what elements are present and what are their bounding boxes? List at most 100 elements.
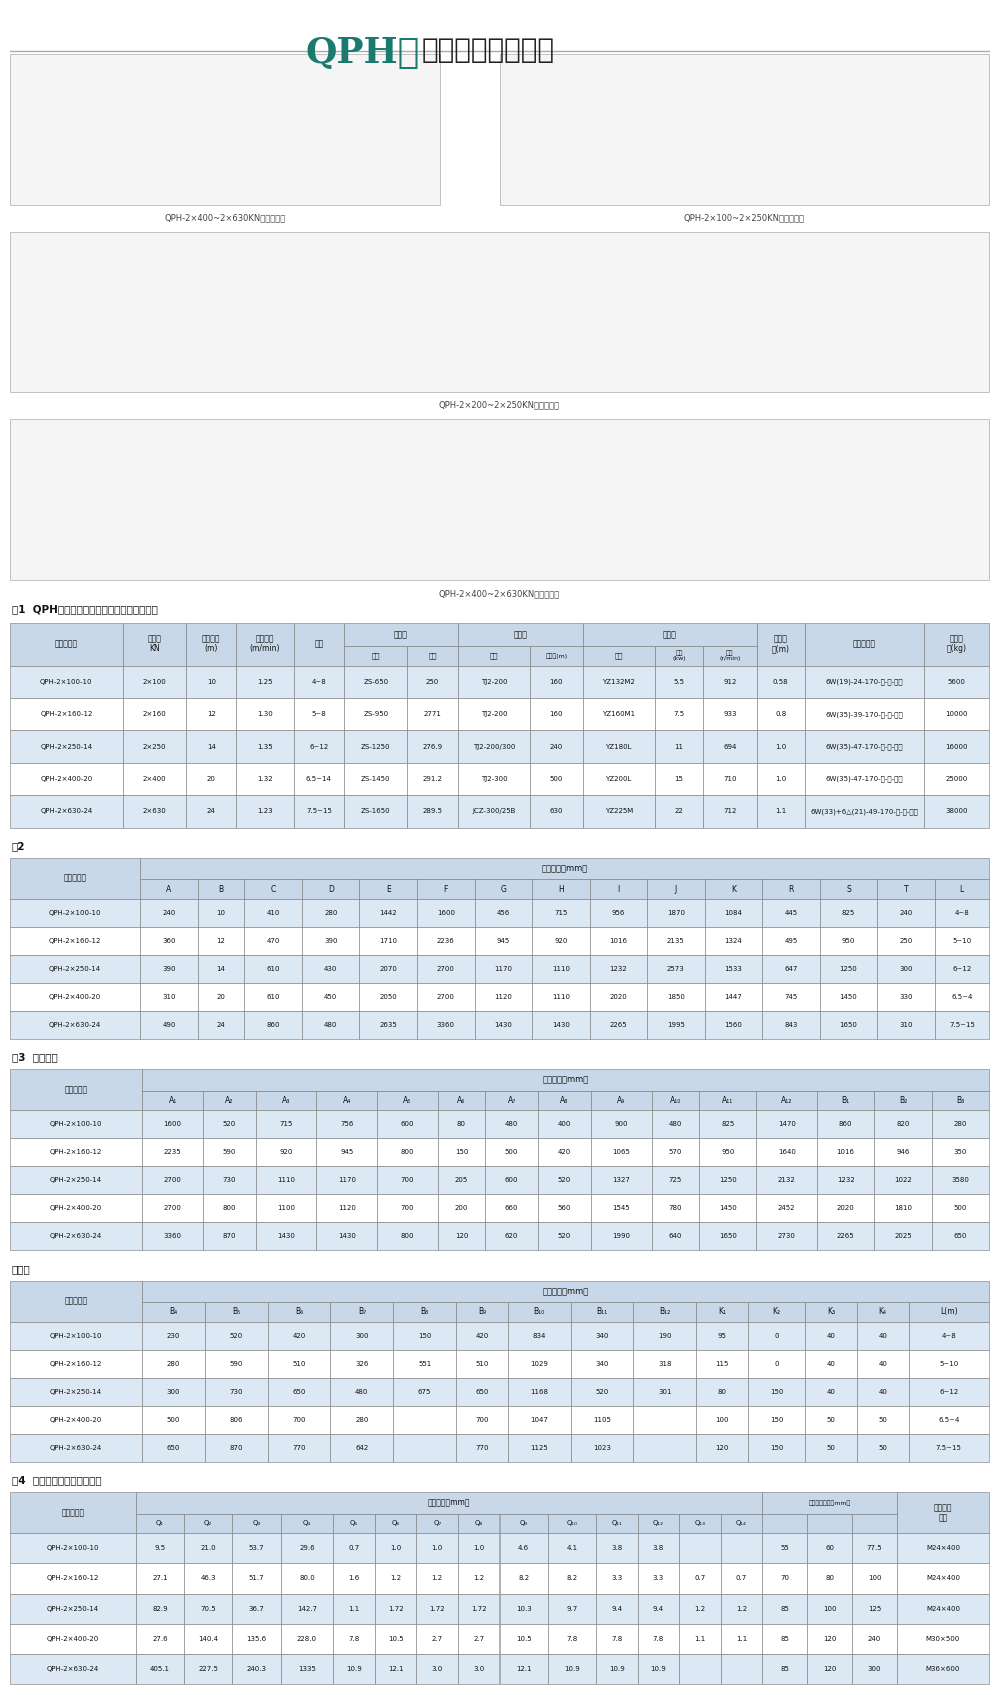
Bar [756, 698, 805, 731]
Text: 745: 745 [784, 993, 797, 1000]
Bar [500, 1534, 547, 1563]
Bar [394, 1322, 456, 1349]
Text: 1600: 1600 [164, 1122, 182, 1127]
Bar [699, 1139, 756, 1166]
Bar [591, 1195, 651, 1222]
Text: 1560: 1560 [724, 1022, 742, 1027]
Bar [935, 927, 989, 954]
Bar [762, 898, 820, 927]
Bar [456, 1349, 507, 1378]
Text: 2×100: 2×100 [143, 680, 166, 685]
Bar [500, 1654, 547, 1685]
Bar [507, 1405, 570, 1434]
Text: 14: 14 [207, 744, 216, 749]
Bar [10, 1534, 136, 1563]
Text: 7.8: 7.8 [566, 1636, 577, 1642]
Bar [909, 1302, 989, 1322]
Text: 啟門速度
(m/min): 啟門速度 (m/min) [250, 634, 281, 654]
Text: 912: 912 [723, 680, 736, 685]
Bar [500, 1514, 547, 1534]
Bar [203, 1139, 256, 1166]
Text: 228.0: 228.0 [297, 1636, 317, 1642]
Bar [852, 1534, 897, 1563]
Text: 6.5~4: 6.5~4 [951, 993, 973, 1000]
Bar [582, 731, 655, 763]
Text: B₁: B₁ [841, 1097, 850, 1105]
Bar [334, 1593, 375, 1624]
Bar [184, 1514, 233, 1534]
Bar [375, 1654, 417, 1685]
Bar [582, 698, 655, 731]
Bar [877, 1010, 935, 1039]
Text: 1.72: 1.72 [471, 1605, 487, 1612]
Text: 1110: 1110 [551, 993, 569, 1000]
Bar [302, 927, 360, 954]
Bar [589, 898, 647, 927]
Text: 2573: 2573 [667, 966, 684, 971]
Bar [233, 1654, 281, 1685]
Text: E: E [386, 885, 391, 893]
Bar [897, 1624, 989, 1654]
Text: 1016: 1016 [837, 1149, 855, 1156]
Text: 40: 40 [878, 1388, 887, 1395]
Text: 1250: 1250 [719, 1178, 736, 1183]
Text: 480: 480 [504, 1122, 518, 1127]
Bar [582, 646, 655, 666]
Bar [679, 1534, 720, 1563]
Text: 1447: 1447 [724, 993, 742, 1000]
Text: 8.2: 8.2 [518, 1575, 529, 1581]
Bar [360, 1010, 417, 1039]
Text: 啟閉機型號: 啟閉機型號 [65, 1085, 88, 1095]
Text: Q₁₀: Q₁₀ [566, 1520, 577, 1527]
Text: 150: 150 [418, 1332, 432, 1339]
Text: 300: 300 [868, 1666, 881, 1671]
Bar [10, 419, 989, 580]
Text: TJ2-200: TJ2-200 [481, 712, 507, 717]
Bar [438, 1222, 486, 1251]
Text: 142.7: 142.7 [297, 1605, 317, 1612]
Bar [10, 898, 140, 927]
Text: 46.3: 46.3 [201, 1575, 216, 1581]
Text: 1545: 1545 [612, 1205, 630, 1212]
Text: 2700: 2700 [164, 1178, 182, 1183]
Text: 82.9: 82.9 [152, 1605, 168, 1612]
Bar [897, 1563, 989, 1593]
Text: 490: 490 [162, 1022, 176, 1027]
Bar [486, 1110, 538, 1139]
Bar [136, 1654, 184, 1685]
Text: 326: 326 [356, 1361, 369, 1366]
Text: 4~8: 4~8 [941, 1332, 956, 1339]
Bar [547, 1534, 596, 1563]
Bar [344, 666, 408, 698]
Bar [704, 1010, 762, 1039]
Bar [633, 1378, 696, 1405]
Text: 289.5: 289.5 [423, 809, 443, 814]
Text: 450: 450 [324, 993, 338, 1000]
Text: 115: 115 [715, 1361, 728, 1366]
Bar [456, 1434, 507, 1463]
Text: 950: 950 [842, 937, 855, 944]
Text: 70: 70 [780, 1575, 789, 1581]
Text: 2635: 2635 [380, 1022, 398, 1027]
Bar [184, 1624, 233, 1654]
Text: 15: 15 [674, 776, 683, 781]
Text: 1430: 1430 [278, 1234, 295, 1239]
Text: 360: 360 [162, 937, 176, 944]
Bar [198, 1010, 245, 1039]
Text: 120: 120 [823, 1666, 836, 1671]
Bar [756, 795, 805, 827]
Text: 50: 50 [878, 1417, 887, 1422]
Bar [205, 1302, 268, 1322]
Bar [500, 1563, 547, 1593]
Bar [136, 1593, 184, 1624]
Bar [507, 1378, 570, 1405]
Text: 280: 280 [356, 1417, 369, 1422]
Text: F: F [444, 885, 448, 893]
Bar [417, 983, 475, 1010]
Bar [762, 1654, 807, 1685]
Text: 9.7: 9.7 [566, 1605, 577, 1612]
Bar [10, 1434, 142, 1463]
Bar [570, 1302, 633, 1322]
Bar [184, 1563, 233, 1593]
Text: 1.30: 1.30 [257, 712, 273, 717]
